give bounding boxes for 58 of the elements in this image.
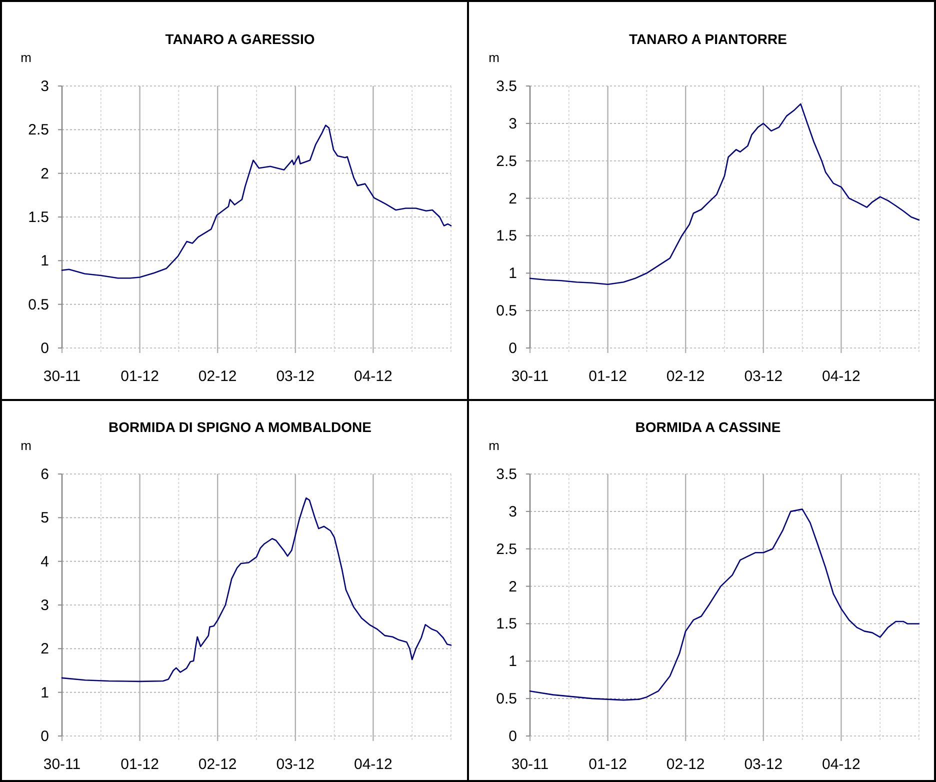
chart-title: BORMIDA DI SPIGNO A MOMBALDONE [108,419,372,435]
y-tick-label: 4 [40,553,49,570]
y-axis-title: m [488,50,500,65]
x-tick-label: 02-12 [666,756,705,773]
y-tick-label: 1 [508,653,517,670]
x-tick-label: 04-12 [354,368,392,385]
x-tick-label: 02-12 [666,368,705,385]
y-tick-label: 0.5 [496,690,517,708]
y-tick-label: 1.5 [496,228,517,245]
x-tick-label: 03-12 [744,756,783,773]
y-tick-label: 3 [508,115,517,132]
y-tick-label: 3 [508,503,517,520]
y-tick-label: 0 [40,340,49,357]
y-tick-label: 0 [40,728,49,745]
x-tick-label: 30-11 [511,756,549,773]
x-tick-label: 01-12 [588,368,627,385]
x-tick-label: 01-12 [588,756,627,773]
x-tick-label: 02-12 [198,756,237,773]
y-tick-label: 1 [508,265,517,282]
y-tick-label: 0 [508,340,517,357]
y-tick-label: 2.5 [496,540,517,558]
y-tick-label: 1.5 [496,616,517,633]
y-tick-label: 3 [40,597,49,614]
x-tick-label: 04-12 [822,368,860,385]
y-axis-title: m [20,438,32,453]
x-tick-label: 03-12 [276,368,315,385]
y-axis-title: m [20,50,32,65]
x-tick-label: 02-12 [198,368,237,385]
y-tick-label: 5 [40,510,49,527]
y-tick-label: 2 [508,190,517,208]
x-tick-label: 30-11 [511,368,549,385]
y-tick-label: 0.5 [496,302,517,320]
y-tick-label: 3.5 [496,466,517,483]
y-tick-label: 2 [40,165,49,182]
x-tick-label: 04-12 [822,756,860,773]
y-tick-label: 6 [40,466,49,483]
y-tick-label: 3.5 [496,78,517,95]
y-tick-label: 2.5 [496,152,517,170]
y-tick-label: 0.5 [28,296,49,314]
y-tick-label: 2.5 [28,122,49,139]
x-tick-label: 01-12 [120,368,159,385]
x-tick-label: 30-11 [43,368,81,385]
chart-title: BORMIDA A CASSINE [635,419,781,435]
x-tick-label: 30-11 [43,756,81,773]
chart-title: TANARO A GARESSIO [165,31,315,47]
y-axis-title: m [488,438,500,453]
chart-title: TANARO A PIANTORRE [629,31,787,47]
y-tick-label: 1.5 [28,209,49,226]
x-tick-label: 03-12 [744,368,783,385]
y-tick-label: 0 [508,728,517,745]
y-tick-label: 3 [40,78,49,95]
x-tick-label: 01-12 [120,756,159,773]
y-tick-label: 1 [40,252,49,270]
y-tick-label: 1 [40,684,49,702]
y-tick-label: 2 [40,640,49,658]
y-tick-label: 2 [508,578,517,596]
x-tick-label: 03-12 [276,756,315,773]
x-tick-label: 04-12 [354,756,392,773]
